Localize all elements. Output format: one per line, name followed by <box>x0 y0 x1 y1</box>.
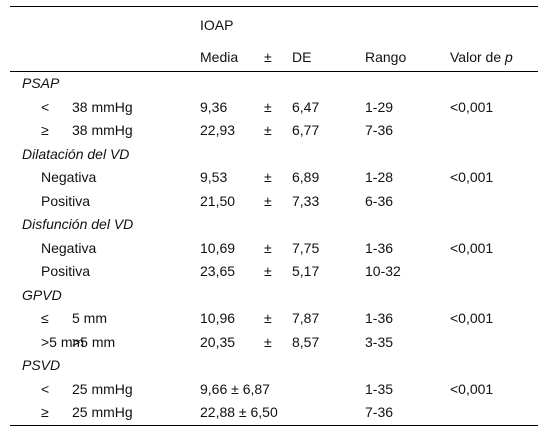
cell-pm: ± <box>264 263 272 279</box>
cell-rango: 1-36 <box>365 310 394 326</box>
cell-de: 7,75 <box>292 239 320 256</box>
table-row: Negativa 9,53 ±6,89 1-28 <0,001 <box>10 166 538 190</box>
cell-pm: ± <box>264 310 272 326</box>
header-valor-p-italic: p <box>505 49 513 65</box>
table-row: <25 mmHg 9,66 ± 6,87 1-35 <0,001 <box>10 378 538 402</box>
section-title: Dilatación del VD <box>22 145 130 162</box>
cell-rango: 1-35 <box>365 380 394 397</box>
row-label: 25 mmHg <box>72 380 133 397</box>
cell-media: 9,53 <box>200 169 228 185</box>
cell-rango: 10-32 <box>365 263 401 279</box>
header-ioap: IOAP <box>200 17 234 33</box>
cell-rango: 7-36 <box>365 404 394 420</box>
cell-p-value: <0,001 <box>450 310 494 326</box>
cell-rango: 6-36 <box>365 192 394 209</box>
cell-de: 7,33 <box>292 192 320 209</box>
row-label: 38 mmHg <box>72 122 133 138</box>
cell-p-value: <0,001 <box>450 380 494 397</box>
header-de: DE <box>292 49 312 65</box>
header-valor-prefix: Valor de <box>450 49 505 65</box>
cell-p-value: <0,001 <box>450 169 494 185</box>
table-top-rule <box>10 6 538 7</box>
section-header: PSVD <box>10 354 538 378</box>
row-comparator: >5 mm <box>41 333 85 350</box>
cell-pm: ± <box>264 98 272 115</box>
section-title: PSAP <box>22 75 60 91</box>
section-title: Disfunción del VD <box>22 216 134 232</box>
cell-de: 6,89 <box>292 169 320 185</box>
cell-de: 6,47 <box>292 98 320 115</box>
cell-media: 9,66 ± 6,87 <box>200 380 270 397</box>
row-label: Positiva <box>41 192 91 209</box>
cell-de: 5,17 <box>292 263 320 279</box>
row-label: 5 mm <box>72 310 107 326</box>
row-label: Negativa <box>41 169 97 185</box>
row-comparator: ≥ <box>41 122 49 138</box>
cell-pm: ± <box>264 192 272 209</box>
table-body: PSAP <38 mmHg 9,36 ±6,47 1-29 <0,001 ≥38 mmHg 2… <box>10 72 538 426</box>
row-comparator: < <box>41 98 50 115</box>
table-row: >5 mm >5 mm 20,35 ±8,57 3-35 <box>10 331 538 355</box>
row-comparator: ≥ <box>41 404 49 420</box>
header-valor-p: Valor de p <box>450 49 513 65</box>
cell-rango: 1-29 <box>365 98 394 115</box>
row-label: 38 mmHg <box>72 98 133 115</box>
cell-rango: 1-36 <box>365 239 394 256</box>
cell-media: 22,93 <box>200 122 236 138</box>
table-row: Positiva 23,65 ±5,17 10-32 <box>10 260 538 284</box>
section-title: GPVD <box>22 286 62 303</box>
table-row: ≥38 mmHg 22,93 ±6,77 7-36 <box>10 119 538 143</box>
cell-pm: ± <box>264 239 272 256</box>
row-label: Positiva <box>41 263 91 279</box>
cell-media: 23,65 <box>200 263 236 279</box>
section-title: PSVD <box>22 357 61 373</box>
cell-p-value: <0,001 <box>450 98 494 115</box>
cell-media: 10,69 <box>200 239 236 256</box>
row-comparator: < <box>41 380 50 397</box>
header-media: Media <box>200 49 239 65</box>
table-row: <38 mmHg 9,36 ±6,47 1-29 <0,001 <box>10 96 538 120</box>
table-row: Positiva 21,50 ±7,33 6-36 <box>10 190 538 214</box>
header-row-group: IOAP <box>10 7 538 39</box>
header-row-columns: Media ± DE Rango Valor de p <box>10 39 538 72</box>
row-label: >5 mm <box>72 333 116 350</box>
cell-de: 6,77 <box>292 122 320 138</box>
header-rango: Rango <box>365 49 407 65</box>
cell-rango: 7-36 <box>365 122 394 138</box>
cell-de: 8,57 <box>292 333 320 350</box>
cell-media: 20,35 <box>200 333 236 350</box>
section-header: PSAP <box>10 72 538 96</box>
section-header: GPVD <box>10 284 538 308</box>
table-row: ≤5 mm 10,96 ±7,87 1-36 <0,001 <box>10 307 538 331</box>
cell-pm: ± <box>264 122 272 138</box>
cell-rango: 1-28 <box>365 169 394 185</box>
row-label: Negativa <box>41 239 97 256</box>
section-header: Disfunción del VD <box>10 213 538 237</box>
table-row: ≥25 mmHg 22,88 ± 6,50 7-36 <box>10 401 538 426</box>
cell-media: 9,36 <box>200 98 228 115</box>
cell-media: 10,96 <box>200 310 236 326</box>
table-row: Negativa 10,69 ±7,75 1-36 <0,001 <box>10 237 538 261</box>
cell-pm: ± <box>264 333 272 350</box>
results-table: IOAP Media ± DE Rango Valor de p PSAP <38… <box>10 6 538 426</box>
section-header: Dilatación del VD <box>10 143 538 167</box>
header-pm: ± <box>264 49 272 65</box>
row-label: 25 mmHg <box>72 404 133 420</box>
cell-pm: ± <box>264 169 272 185</box>
cell-rango: 3-35 <box>365 333 394 350</box>
cell-p-value: <0,001 <box>450 239 494 256</box>
cell-media: 22,88 ± 6,50 <box>200 404 278 420</box>
row-comparator: ≤ <box>41 310 49 326</box>
cell-de: 7,87 <box>292 310 320 326</box>
cell-media: 21,50 <box>200 192 236 209</box>
